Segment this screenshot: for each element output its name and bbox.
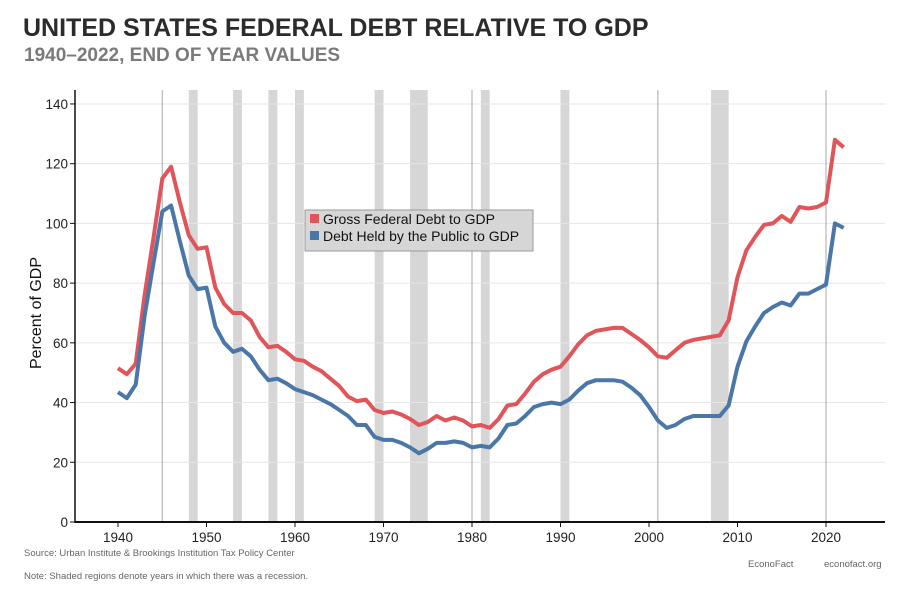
recession-bands [188,90,729,522]
y-tick-label: 20 [53,455,68,470]
x-tick-label: 1940 [103,530,133,545]
recession-band [480,90,490,522]
y-tick-label: 140 [45,97,68,112]
gridlines [75,103,885,463]
chart-subtitle: 1940–2022, END OF YEAR VALUES [24,45,341,66]
recession-band [374,90,384,522]
legend-label-gross: Gross Federal Debt to GDP [323,211,495,227]
y-tick-label: 40 [53,396,68,411]
y-tick-label: 0 [60,515,68,530]
recession-band [188,90,198,522]
recession-band [560,90,570,522]
x-tick-label: 2010 [722,530,752,545]
reference-lines [161,90,827,522]
y-tick-label: 60 [53,336,68,351]
y-tick-label: 120 [45,157,68,172]
source-note: Source: Urban Institute & Brookings Inst… [24,548,295,559]
x-tick-label: 1980 [457,530,487,545]
recession-band [268,90,278,522]
series-line-public-debt [116,203,845,456]
x-tick-label: 1990 [545,530,575,545]
legend-label-public: Debt Held by the Public to GDP [323,228,519,244]
legend: Gross Federal Debt to GDP Debt Held by t… [304,209,534,252]
y-tick-label: 80 [53,276,68,291]
y-tick-label: 100 [45,216,68,231]
y-axis-ticks: 0 20 40 60 80 100 120 140 [45,97,75,530]
recession-note: Note: Shaded regions denote years in whi… [24,571,309,582]
y-axis-label: Percent of GDP [28,257,45,369]
x-tick-label: 1950 [191,530,221,545]
legend-box [304,209,534,252]
series-line-gross-debt [116,137,845,430]
x-axis-ticks: 1940 1950 1960 1970 1980 1990 2000 2010 2020 [103,522,841,545]
recession-band [410,90,428,522]
brand-name: EconoFact [748,559,794,570]
recession-band [710,90,729,522]
x-tick-label: 2020 [811,530,841,545]
x-tick-label: 1970 [368,530,398,545]
series-lines [116,137,845,456]
x-tick-label: 2000 [634,530,664,545]
brand-url: econofact.org [824,559,882,570]
chart-title: UNITED STATES FEDERAL DEBT RELATIVE TO G… [23,14,649,42]
legend-swatch-gross [310,214,319,223]
recession-band [295,90,304,522]
axes [74,90,885,523]
recession-band [233,90,242,522]
legend-swatch-public [310,231,319,240]
x-tick-label: 1960 [280,530,310,545]
